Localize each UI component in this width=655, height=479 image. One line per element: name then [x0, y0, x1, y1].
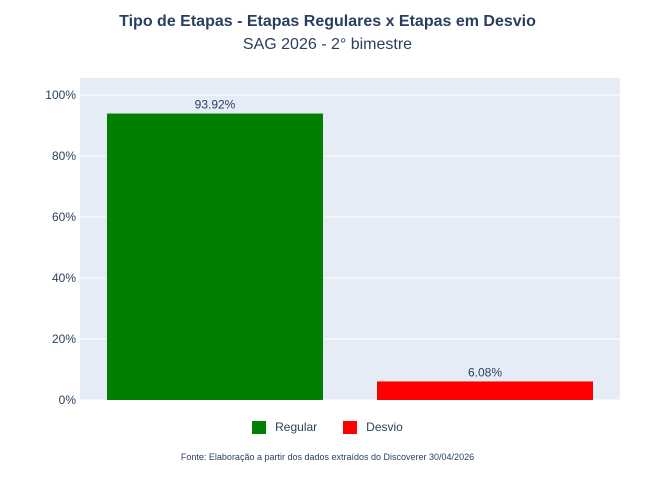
bar-desvio: [377, 381, 593, 400]
source-note: Fonte: Elaboração a partir dos dados ext…: [180, 452, 475, 462]
legend-swatch-desvio: [343, 420, 358, 434]
y-tick-label: 60%: [52, 210, 76, 224]
chart-title: Tipo de Etapas - Etapas Regulares x Etap…: [119, 13, 536, 30]
data-label-regular: 93.92%: [195, 98, 236, 112]
legend-item-desvio[interactable]: Desvio: [343, 420, 403, 434]
bar-regular: [107, 113, 323, 400]
chart-subtitle: SAG 2026 - 2° bimestre: [242, 36, 413, 53]
y-tick-label: 100%: [45, 88, 76, 102]
y-tick-label: 20%: [52, 332, 76, 346]
data-label-desvio: 6.08%: [468, 365, 502, 379]
y-tick-label: 80%: [52, 149, 76, 163]
legend: Regular Desvio: [0, 420, 655, 434]
legend-item-regular[interactable]: Regular: [252, 420, 317, 434]
legend-swatch-regular: [252, 420, 267, 434]
y-tick-label: 0%: [59, 393, 77, 407]
legend-label-desvio: Desvio: [366, 420, 403, 434]
legend-label-regular: Regular: [275, 420, 318, 434]
y-tick-label: 40%: [52, 271, 76, 285]
